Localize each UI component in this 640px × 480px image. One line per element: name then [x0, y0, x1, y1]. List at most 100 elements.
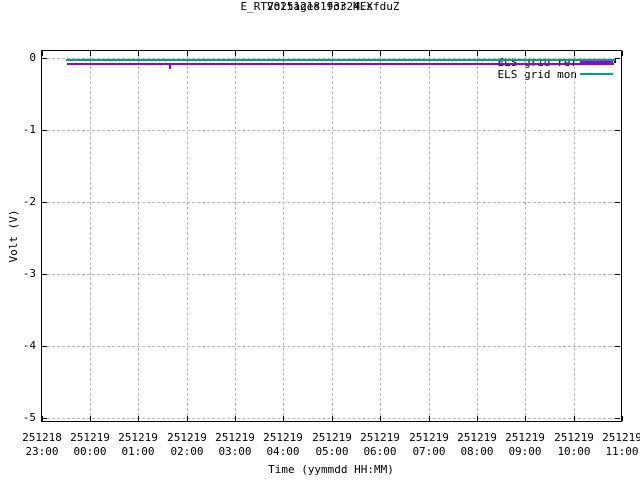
chart-subtitle: E_RT20251218193324.sfduZ: [240, 0, 400, 13]
tick-mark-top: [477, 51, 478, 56]
tick-mark-left: [42, 58, 47, 59]
tick-mark-bottom: [332, 416, 333, 421]
x-tick-time: 23:00: [25, 445, 59, 458]
v-gridline: [429, 51, 430, 421]
x-tick-date: 251219: [360, 431, 400, 444]
x-tick-date: 251219: [602, 431, 640, 444]
x-tick-time: 06:00: [363, 445, 397, 458]
tick-mark-right: [615, 58, 620, 59]
x-tick-time: 08:00: [460, 445, 494, 458]
x-tick-label: 251219 08:00: [442, 431, 512, 459]
tick-mark-top: [429, 51, 430, 56]
x-tick-time: 07:00: [412, 445, 446, 458]
tick-mark-left: [42, 130, 47, 131]
x-tick-label: 251218 23:00: [7, 431, 77, 459]
v-gridline: [574, 51, 575, 421]
tick-mark-right: [615, 202, 620, 203]
x-tick-label: 251219 07:00: [394, 431, 464, 459]
x-tick-label: 251219 00:00: [55, 431, 125, 459]
y-tick-label: -5: [22, 411, 36, 424]
tick-mark-top: [138, 51, 139, 56]
x-axis-title: Time (yymmdd HH:MM): [268, 463, 394, 476]
tick-mark-top: [283, 51, 284, 56]
y-tick-label: -4: [22, 339, 36, 352]
h-gridline: [42, 274, 621, 275]
x-tick-date: 251219: [505, 431, 545, 444]
tick-mark-top: [90, 51, 91, 56]
x-tick-time: 10:00: [557, 445, 591, 458]
tick-mark-left: [42, 202, 47, 203]
x-tick-time: 00:00: [73, 445, 107, 458]
v-gridline: [187, 51, 188, 421]
x-tick-time: 04:00: [266, 445, 300, 458]
x-tick-date: 251219: [215, 431, 255, 444]
h-gridline: [42, 346, 621, 347]
legend-entry-mon: ELS grid mon: [497, 67, 613, 81]
tick-mark-top: [525, 51, 526, 56]
x-tick-label: 251219 10:00: [539, 431, 609, 459]
x-tick-label: 251219 04:00: [248, 431, 318, 459]
x-tick-date: 251219: [118, 431, 158, 444]
x-tick-time: 01:00: [121, 445, 155, 458]
x-tick-label: 251219 03:00: [200, 431, 270, 459]
x-tick-label: 251219 01:00: [103, 431, 173, 459]
legend-line-sample-ref: [580, 60, 613, 64]
plot-area-border: [41, 50, 622, 422]
y-tick-label: -1: [22, 123, 36, 136]
v-gridline: [380, 51, 381, 421]
tick-mark-bottom: [138, 416, 139, 421]
tick-mark-left: [42, 418, 47, 419]
h-gridline: [42, 418, 621, 419]
tick-mark-bottom: [525, 416, 526, 421]
tick-mark-top: [380, 51, 381, 56]
series-line-els-grid-mon: [66, 59, 615, 61]
x-tick-time: 11:00: [605, 445, 639, 458]
x-tick-time: 05:00: [315, 445, 349, 458]
x-tick-date: 251219: [167, 431, 207, 444]
x-tick-date: 251218: [22, 431, 62, 444]
tick-mark-left: [42, 346, 47, 347]
stray-tick-mark: [614, 58, 616, 63]
legend-line-sample-mon: [580, 73, 613, 75]
tick-mark-right: [615, 418, 620, 419]
x-tick-date: 251219: [312, 431, 352, 444]
tick-mark-bottom: [283, 416, 284, 421]
tick-mark-top: [187, 51, 188, 56]
x-tick-date: 251219: [457, 431, 497, 444]
tick-mark-top: [332, 51, 333, 56]
x-tick-time: 03:00: [218, 445, 252, 458]
x-tick-label: 251219 11:00: [587, 431, 640, 459]
tick-mark-top: [235, 51, 236, 56]
x-tick-label: 251219 02:00: [152, 431, 222, 459]
x-tick-label: 251219 09:00: [490, 431, 560, 459]
v-gridline: [138, 51, 139, 421]
tick-mark-bottom: [622, 416, 623, 421]
v-gridline: [283, 51, 284, 421]
tick-mark-right: [615, 274, 620, 275]
h-gridline: [42, 130, 621, 131]
tick-mark-top: [622, 51, 623, 56]
x-tick-date: 251219: [409, 431, 449, 444]
x-tick-label: 251219 06:00: [345, 431, 415, 459]
v-gridline: [235, 51, 236, 421]
tick-mark-top: [42, 51, 43, 56]
tick-mark-bottom: [235, 416, 236, 421]
y-tick-label: -3: [22, 267, 36, 280]
tick-mark-bottom: [477, 416, 478, 421]
tick-mark-bottom: [429, 416, 430, 421]
v-gridline: [525, 51, 526, 421]
legend-label-mon: ELS grid mon: [497, 67, 577, 81]
tick-mark-right: [615, 130, 620, 131]
y-tick-label: -2: [22, 195, 36, 208]
v-gridline: [477, 51, 478, 421]
x-tick-date: 251219: [554, 431, 594, 444]
tick-mark-left: [42, 274, 47, 275]
series-line-els-grid-ref: [67, 63, 614, 65]
chart-title: Voltages for MEX: [267, 0, 373, 13]
h-gridline: [42, 202, 621, 203]
tick-mark-bottom: [380, 416, 381, 421]
x-tick-date: 251219: [70, 431, 110, 444]
h-gridline: [42, 58, 621, 59]
x-tick-label: 251219 05:00: [297, 431, 367, 459]
